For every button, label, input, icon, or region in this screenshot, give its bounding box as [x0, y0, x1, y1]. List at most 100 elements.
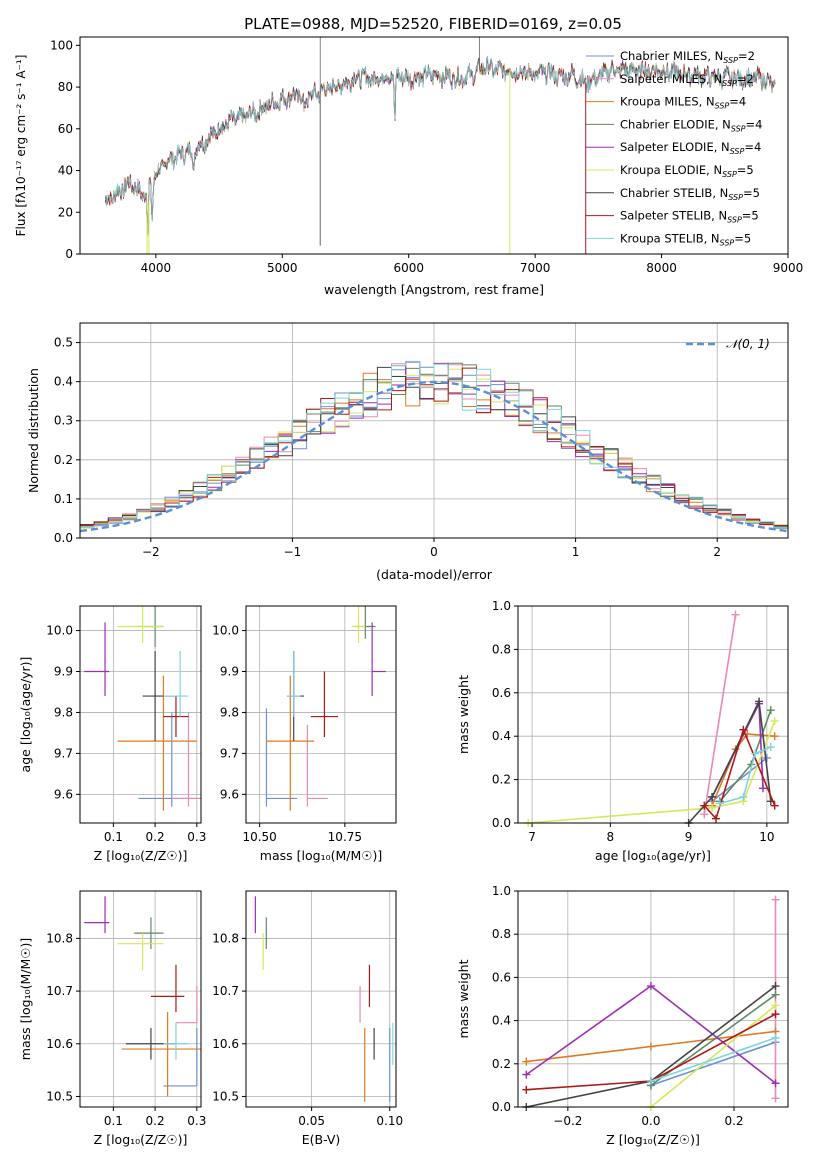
weight-point-marker: [770, 732, 779, 741]
y-tick-label: 0.0: [492, 1100, 511, 1114]
weight-point-marker: [522, 1057, 531, 1066]
y-axis-label: age [log₁₀(age/yr)]: [18, 657, 33, 773]
weight-point-marker: [751, 749, 760, 758]
weight-point-marker: [771, 1033, 780, 1042]
y-tick-label: 0.6: [492, 970, 511, 984]
weight-point-marker: [708, 792, 717, 801]
x-tick-label: 1: [572, 545, 580, 559]
y-tick-label: 0.0: [54, 531, 73, 545]
mass-vs-Z-panel: 0.1 0.2 0.3 10.5 10.6 10.7 10.8 Z [log₁₀(Z/Z☉)]…: [18, 890, 206, 1147]
y-tick-label: 9.8: [220, 705, 239, 719]
weight-point-marker: [731, 610, 740, 619]
legend-entry: Chabrier STELIB, NSSP=5: [620, 186, 760, 202]
y-tick-label: 1.0: [492, 884, 511, 898]
weight-series-line: [528, 720, 776, 824]
axes-frame: [517, 605, 789, 824]
y-axis-label: Normed distribution: [26, 368, 41, 493]
y-tick-label: 60: [58, 122, 73, 136]
y-axis-label: mass weight: [456, 675, 471, 754]
x-tick-label: −1: [284, 545, 302, 559]
weight-point-marker: [646, 1077, 655, 1086]
y-tick-label: 10.7: [46, 984, 73, 998]
y-tick-label: 10.6: [212, 1037, 239, 1051]
figure-title: PLATE=0988, MJD=52520, FIBERID=0169, z=0…: [244, 15, 622, 33]
residuals-panel: −2 −1 0 1 2 0.0 0.1 0.2 0.3 0.4 0.5 (data-model)/er…: [26, 322, 789, 582]
x-tick-label: 7: [528, 830, 536, 844]
y-tick-label: 10.8: [46, 931, 73, 945]
y-tick-label: 9.9: [220, 665, 239, 679]
weight-point-marker: [771, 990, 780, 999]
y-tick-label: 10.0: [46, 624, 73, 638]
y-tick-label: 0: [65, 247, 73, 261]
age-vs-Z-panel: 0.1 0.2 0.3 9.6 9.7 9.8 9.9 10.0 Z [log₁₀(Z/Z☉)]…: [18, 605, 206, 863]
weight-point-marker: [762, 753, 771, 762]
y-tick-label: 9.6: [220, 787, 239, 801]
weight-point-marker: [646, 982, 655, 991]
weight-point-marker: [755, 697, 764, 706]
y-tick-label: 0.4: [492, 729, 511, 743]
weight-series-line: [719, 746, 772, 805]
legend-entry: Salpeter MILES, NSSP=2: [620, 72, 754, 88]
y-tick-label: 9.7: [220, 746, 239, 760]
x-axis-label: mass [log₁₀(M/M☉)]: [260, 848, 382, 863]
y-tick-label: 10.8: [212, 931, 239, 945]
x-tick-label: 0: [430, 545, 438, 559]
legend-entry: Salpeter STELIB, NSSP=5: [620, 209, 759, 225]
x-tick-label: 0.2: [724, 1114, 743, 1128]
y-tick-label: 1.0: [492, 599, 511, 613]
x-tick-label: 9000: [773, 261, 804, 275]
x-tick-label: 2: [713, 545, 721, 559]
y-tick-label: 0.2: [492, 773, 511, 787]
x-tick-label: 0.05: [298, 1114, 325, 1128]
x-tick-label: 9: [685, 830, 693, 844]
y-tick-label: 9.6: [54, 787, 73, 801]
y-axis-label: mass [log₁₀(M/M☉)]: [18, 938, 33, 1060]
x-axis-label: E(B-V): [302, 1132, 341, 1147]
y-tick-label: 10.6: [46, 1037, 73, 1051]
weight-point-marker: [739, 792, 748, 801]
y-tick-label: 9.8: [54, 705, 73, 719]
y-tick-label: 0.4: [492, 1014, 511, 1028]
x-tick-label: 6000: [393, 261, 424, 275]
axes-frame: [245, 890, 397, 1108]
weight-point-marker: [758, 784, 767, 793]
axes-frame: [79, 605, 202, 824]
y-tick-label: 9.7: [54, 746, 73, 760]
x-tick-label: 8000: [646, 261, 677, 275]
weight-series-line: [703, 727, 776, 821]
x-tick-label: 0.2: [146, 830, 165, 844]
y-tick-label: 0.2: [492, 1057, 511, 1071]
y-tick-label: 0.3: [54, 414, 73, 428]
x-tick-label: −0.2: [553, 1114, 582, 1128]
x-tick-label: 10.75: [328, 830, 362, 844]
x-tick-label: 5000: [267, 261, 298, 275]
x-tick-label: 0.1: [104, 1114, 123, 1128]
mass-vs-ebv-panel: 0.05 0.10 10.5 10.6 10.7 10.8 E(B-V): [212, 890, 403, 1147]
weight-series-line: [688, 698, 772, 824]
weight-vs-Z-panel: −0.2 0.0 0.2 0.0 0.2 0.4 0.6 0.8 1.0 Z [log₁₀(Z/Z…: [456, 884, 789, 1147]
x-tick-label: 7000: [520, 261, 551, 275]
weight-series-line: [650, 1037, 776, 1082]
x-axis-label: Z [log₁₀(Z/Z☉)]: [94, 1132, 188, 1147]
legend-entry: Salpeter ELODIE, NSSP=4: [620, 140, 761, 156]
x-tick-label: 0.2: [146, 1114, 165, 1128]
weight-point-marker: [700, 801, 709, 810]
weight-point-marker: [522, 1070, 531, 1079]
y-tick-label: 0.2: [54, 453, 73, 467]
spectrum-series-line: [105, 56, 776, 234]
y-tick-label: 10.5: [212, 1089, 239, 1103]
weight-point-marker: [770, 717, 779, 726]
x-axis-label: age [log₁₀(age/yr)]: [595, 848, 711, 863]
x-tick-label: 8: [607, 830, 615, 844]
y-tick-label: 0.1: [54, 492, 73, 506]
weight-point-marker: [700, 810, 709, 819]
y-tick-label: 0.5: [54, 336, 73, 350]
x-axis-label: wavelength [Angstrom, rest frame]: [324, 282, 544, 297]
weight-vs-age-panel: 7 8 9 10 0.0 0.2 0.4 0.6 0.8 1.0 age [log₁₀(age/yr…: [456, 599, 789, 863]
x-tick-label: 0.1: [104, 830, 123, 844]
weight-point-marker: [739, 725, 748, 734]
y-tick-label: 10.7: [212, 984, 239, 998]
axes-frame: [245, 605, 397, 824]
histogram-series: [79, 360, 789, 538]
